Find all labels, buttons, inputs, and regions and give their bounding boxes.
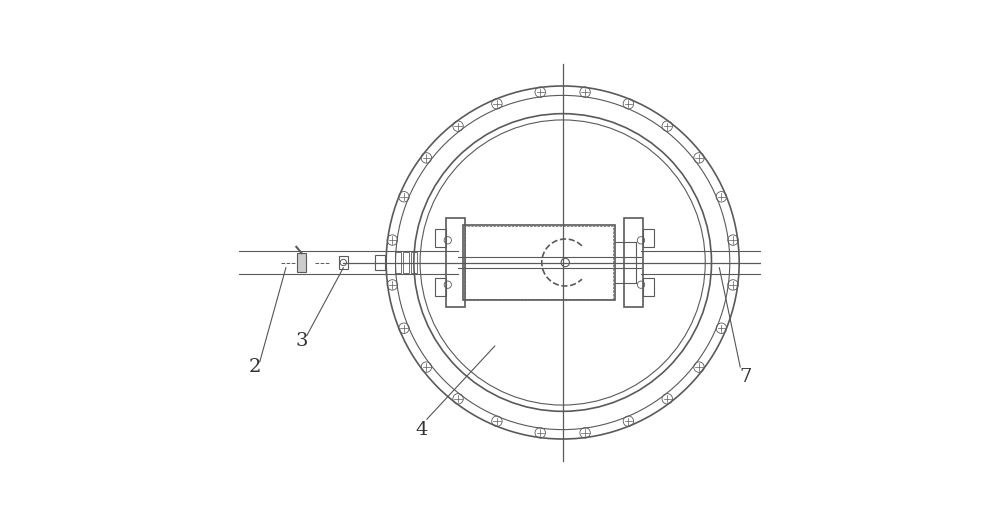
Bar <box>339 256 348 269</box>
Bar <box>375 255 385 270</box>
Bar <box>463 225 615 300</box>
Text: 4: 4 <box>415 421 428 438</box>
Bar <box>643 229 654 247</box>
Text: 3: 3 <box>295 332 308 350</box>
Bar <box>435 278 446 296</box>
Text: 7: 7 <box>739 369 752 386</box>
Bar <box>411 252 417 273</box>
Bar <box>403 252 409 273</box>
Bar <box>435 229 446 247</box>
Text: 2: 2 <box>248 358 261 376</box>
Bar <box>446 218 465 307</box>
Bar <box>395 252 401 273</box>
Bar <box>643 278 654 296</box>
Bar <box>624 218 643 307</box>
Bar <box>465 226 613 299</box>
Bar <box>297 253 306 272</box>
